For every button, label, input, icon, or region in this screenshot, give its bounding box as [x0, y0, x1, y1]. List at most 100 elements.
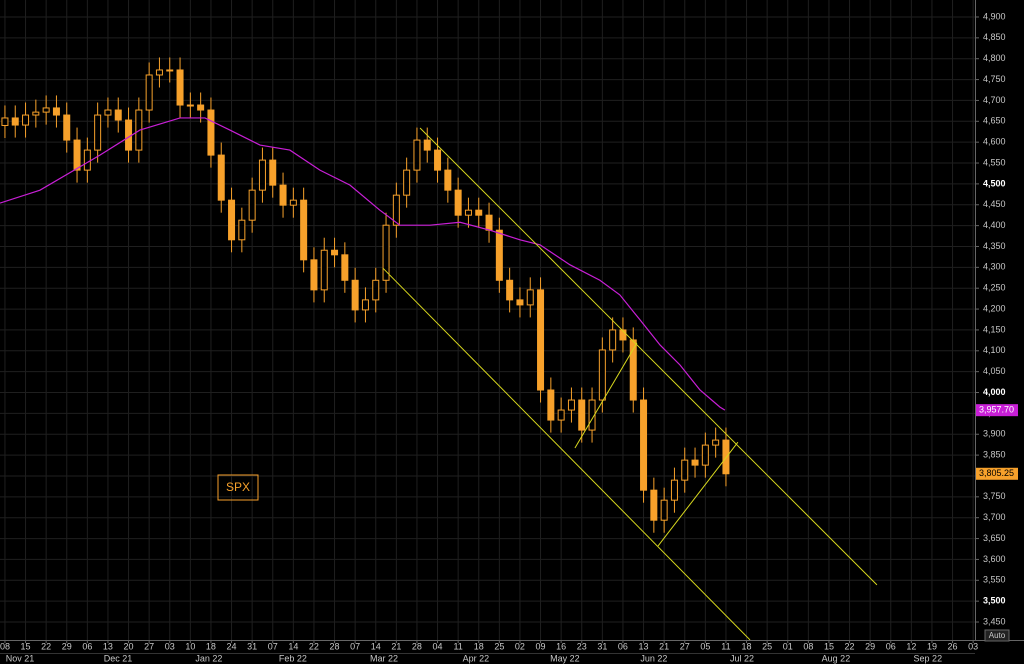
candle-body: [166, 69, 174, 72]
x-tick-label: 28: [330, 641, 340, 651]
y-tick-label: 4,550: [983, 157, 1006, 167]
scale-button[interactable]: [984, 629, 1010, 642]
month-label: Feb 22: [279, 653, 307, 663]
x-tick-label: 18: [742, 641, 752, 651]
x-tick-label: 20: [124, 641, 134, 651]
x-tick-label: 24: [227, 641, 237, 651]
candle-body: [598, 349, 606, 401]
x-tick-label: 14: [371, 641, 381, 651]
candle-body: [289, 199, 297, 206]
candle-body: [207, 109, 215, 156]
candle-body: [464, 209, 472, 216]
moving-average: [0, 117, 726, 411]
x-tick-label: 28: [412, 641, 422, 651]
candle-body: [1, 117, 9, 126]
x-tick-label: 22: [309, 641, 319, 651]
month-label: Nov 21: [6, 653, 35, 663]
month-label: Aug 22: [822, 653, 851, 663]
candle-body: [22, 114, 30, 126]
x-tick-label: 19: [927, 641, 937, 651]
x-tick-label: 21: [391, 641, 401, 651]
candle-body: [640, 399, 648, 491]
y-tick-label: 4,800: [983, 53, 1006, 63]
candle-body: [609, 329, 617, 351]
candle-body: [269, 159, 277, 186]
x-tick-label: 03: [968, 641, 978, 651]
x-tick-label: 06: [618, 641, 628, 651]
y-tick-label: 4,700: [983, 95, 1006, 105]
candle-body: [155, 69, 163, 76]
x-tick-label: 15: [824, 641, 834, 651]
x-tick-label: 21: [659, 641, 669, 651]
y-tick-label: 3,900: [983, 429, 1006, 439]
candle-body: [691, 459, 699, 466]
y-tick-label: 3,550: [983, 575, 1006, 585]
candle-body: [660, 499, 668, 521]
y-tick-label: 4,300: [983, 262, 1006, 272]
x-tick-label: 14: [288, 641, 298, 651]
candle-body: [619, 329, 627, 341]
x-tick-label: 04: [433, 641, 443, 651]
x-tick-label: 26: [948, 641, 958, 651]
candle-body: [320, 249, 328, 291]
month-label: Jan 22: [195, 653, 222, 663]
price-tag-label: 3,805.25: [979, 468, 1014, 478]
candle-body: [217, 154, 225, 201]
y-tick-label: 4,100: [983, 345, 1006, 355]
x-tick-label: 13: [103, 641, 113, 651]
x-tick-label: 15: [21, 641, 31, 651]
candle-body: [186, 104, 194, 107]
candle-body: [701, 444, 709, 466]
candle-body: [454, 189, 462, 216]
candle-body: [712, 439, 720, 446]
y-tick-label: 4,050: [983, 366, 1006, 376]
candle-body: [176, 69, 184, 106]
annotation: SPX: [226, 480, 250, 494]
ma-tag: [976, 404, 1018, 417]
x-tick-label: 03: [165, 641, 175, 651]
candle-body: [361, 299, 369, 311]
candle-body: [413, 139, 421, 171]
y-tick-label: 4,450: [983, 199, 1006, 209]
scale-mode[interactable]: Auto: [989, 631, 1006, 640]
candle-body: [506, 279, 514, 301]
y-tick-label: 4,150: [983, 324, 1006, 334]
x-tick-label: 01: [783, 641, 793, 651]
x-tick-label: 22: [845, 641, 855, 651]
x-tick-label: 25: [494, 641, 504, 651]
candle-body: [629, 339, 637, 401]
candle-body: [258, 159, 266, 191]
x-tick-label: 11: [453, 641, 462, 651]
x-tick-label: 09: [536, 641, 546, 651]
y-tick-label: 4,650: [983, 116, 1006, 126]
candle-body: [114, 109, 122, 121]
candle-body: [279, 184, 287, 206]
candle-body: [42, 107, 50, 113]
x-tick-label: 13: [639, 641, 649, 651]
x-tick-label: 25: [762, 641, 772, 651]
candle-body: [403, 169, 411, 196]
x-tick-label: 16: [556, 641, 566, 651]
x-tick-label: 18: [474, 641, 484, 651]
price-tag: [976, 467, 1018, 480]
candle-body: [11, 117, 19, 126]
candle-body: [650, 489, 658, 521]
x-tick-label: 31: [247, 641, 257, 651]
x-tick-label: 29: [865, 641, 875, 651]
candle-body: [197, 104, 205, 111]
x-tick-label: 11: [721, 641, 730, 651]
x-tick-label: 05: [700, 641, 710, 651]
candle-body: [372, 279, 380, 301]
y-tick-label: 3,650: [983, 533, 1006, 543]
candle-body: [300, 199, 308, 261]
y-tick-label: 4,750: [983, 74, 1006, 84]
y-tick-label: 4,200: [983, 303, 1006, 313]
x-tick-label: 07: [268, 641, 278, 651]
y-tick-label: 4,850: [983, 32, 1006, 42]
y-tick-label: 4,900: [983, 11, 1006, 21]
month-label: Mar 22: [370, 653, 398, 663]
x-tick-label: 27: [144, 641, 154, 651]
candle-body: [475, 209, 483, 216]
x-tick-label: 10: [185, 641, 195, 651]
